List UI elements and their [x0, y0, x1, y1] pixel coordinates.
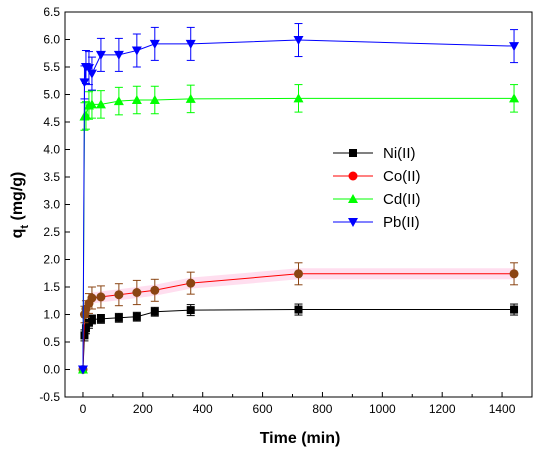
data-point [114, 313, 123, 322]
y-tick-label: 5.5 [43, 60, 60, 74]
data-point [293, 93, 304, 103]
x-tick-label: 1200 [429, 402, 456, 416]
data-point [149, 95, 160, 104]
data-point [77, 365, 88, 375]
legend: Ni(II) Co(II) Cd(II) Pb(II) [333, 145, 421, 231]
y-tick-label: 3.0 [43, 198, 60, 212]
data-point [510, 305, 519, 314]
legend-item-cd-ii: Cd(II) [333, 191, 421, 208]
y-tick-label: 6.0 [43, 33, 60, 47]
series-line [82, 97, 515, 370]
data-point [150, 307, 159, 316]
data-point [509, 93, 520, 103]
data-point [185, 39, 196, 49]
data-point [96, 292, 106, 302]
y-axis-label-subscript: t [19, 225, 31, 229]
data-point [294, 305, 303, 314]
y-tick-label: 1.5 [43, 280, 60, 294]
x-tick-label: 600 [253, 402, 273, 416]
series-ni-ii [78, 303, 519, 374]
data-point [81, 324, 90, 333]
y-tick-label: 2.5 [43, 225, 60, 239]
data-point [113, 50, 124, 60]
data-point [131, 46, 142, 56]
data-point [509, 42, 520, 52]
plot-frame [64, 11, 533, 398]
data-point [293, 36, 304, 46]
y-tick-label: 1.0 [43, 308, 60, 322]
legend-label: Pb(II) [383, 214, 420, 231]
x-axis-ticks: 0 200 400 600 800 1000 1200 1400 [80, 392, 533, 416]
legend-marker [349, 149, 357, 157]
x-tick-label: 200 [133, 402, 153, 416]
x-tick-label: 1000 [369, 402, 396, 416]
series-cd-ii [77, 84, 520, 374]
y-tick-label: 3.5 [43, 170, 60, 184]
data-point [132, 288, 142, 297]
y-axis-label: qt (mg/g) [9, 172, 31, 239]
data-point [113, 96, 124, 106]
series-line [82, 309, 515, 370]
legend-item-pb-ii: Pb(II) [333, 214, 420, 231]
legend-label: Cd(II) [383, 191, 421, 208]
data-point [185, 93, 196, 103]
data-point [149, 39, 160, 49]
y-tick-label: 4.5 [43, 115, 60, 129]
data-point [96, 314, 105, 323]
x-tick-label: 0 [80, 402, 87, 416]
data-point [83, 64, 94, 74]
legend-label: Co(II) [383, 168, 421, 185]
data-point [87, 293, 97, 303]
y-tick-label: -0.5 [39, 390, 60, 404]
data-point [150, 285, 160, 295]
data-point [132, 312, 141, 321]
data-point [80, 331, 89, 340]
data-point [80, 110, 91, 120]
x-tick-label: 1400 [489, 402, 516, 416]
data-point [86, 69, 97, 79]
y-tick-label: 5.0 [43, 88, 60, 102]
svg-text:qt (mg/g): qt (mg/g) [9, 172, 31, 239]
legend-label: Ni(II) [383, 145, 416, 162]
data-point [79, 78, 90, 88]
series-pb-ii [77, 23, 520, 375]
y-axis-label-main: q [9, 229, 26, 239]
y-axis-ticks: -0.5 0.0 0.5 1.0 1.5 2.0 2.5 3.0 3.5 4.0 4.5 5.0 5.5… [39, 5, 70, 404]
y-axis-label-unit: (mg/g) [9, 172, 26, 225]
data-point [131, 95, 142, 104]
x-tick-label: 800 [312, 402, 332, 416]
y-tick-label: 0.5 [43, 335, 60, 349]
data-point [95, 99, 106, 109]
legend-marker [348, 194, 358, 203]
data-point [114, 290, 124, 300]
x-tick-label: 400 [193, 402, 213, 416]
data-point [186, 278, 196, 288]
series-layer [77, 23, 520, 375]
y-tick-label: 2.0 [43, 253, 60, 267]
y-tick-label: 0.0 [43, 363, 60, 377]
y-tick-label: 4.0 [43, 143, 60, 157]
data-point [509, 269, 519, 279]
confidence-band [82, 268, 515, 375]
data-point [294, 269, 303, 279]
data-point [186, 306, 195, 315]
data-point [87, 315, 96, 324]
legend-item-ni-ii: Ni(II) [333, 145, 416, 162]
data-point [86, 99, 97, 109]
x-axis-label: Time (min) [260, 430, 341, 447]
data-point [95, 50, 106, 60]
y-tick-label: 6.5 [43, 5, 60, 19]
legend-marker [348, 171, 358, 181]
legend-item-co-ii: Co(II) [333, 168, 421, 185]
series-co-ii [78, 262, 519, 375]
legend-marker [348, 218, 358, 227]
